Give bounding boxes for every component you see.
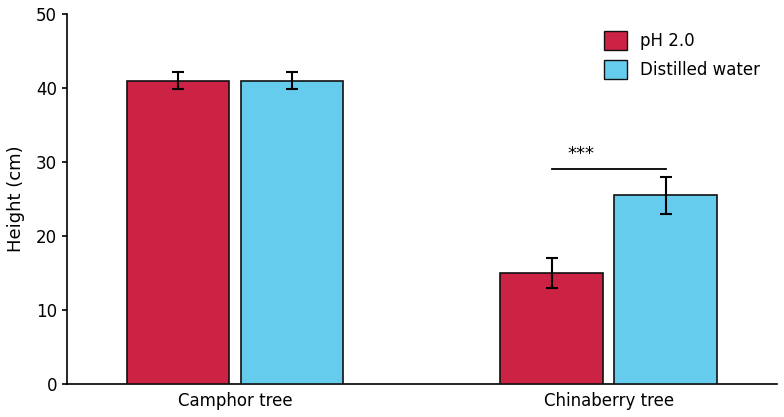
Legend: pH 2.0, Distilled water: pH 2.0, Distilled water xyxy=(595,22,769,88)
Bar xyxy=(127,80,230,384)
Y-axis label: Height (cm): Height (cm) xyxy=(7,146,25,252)
Bar xyxy=(241,80,343,384)
Bar xyxy=(500,273,603,384)
Text: ***: *** xyxy=(568,146,594,163)
Bar xyxy=(615,195,717,384)
